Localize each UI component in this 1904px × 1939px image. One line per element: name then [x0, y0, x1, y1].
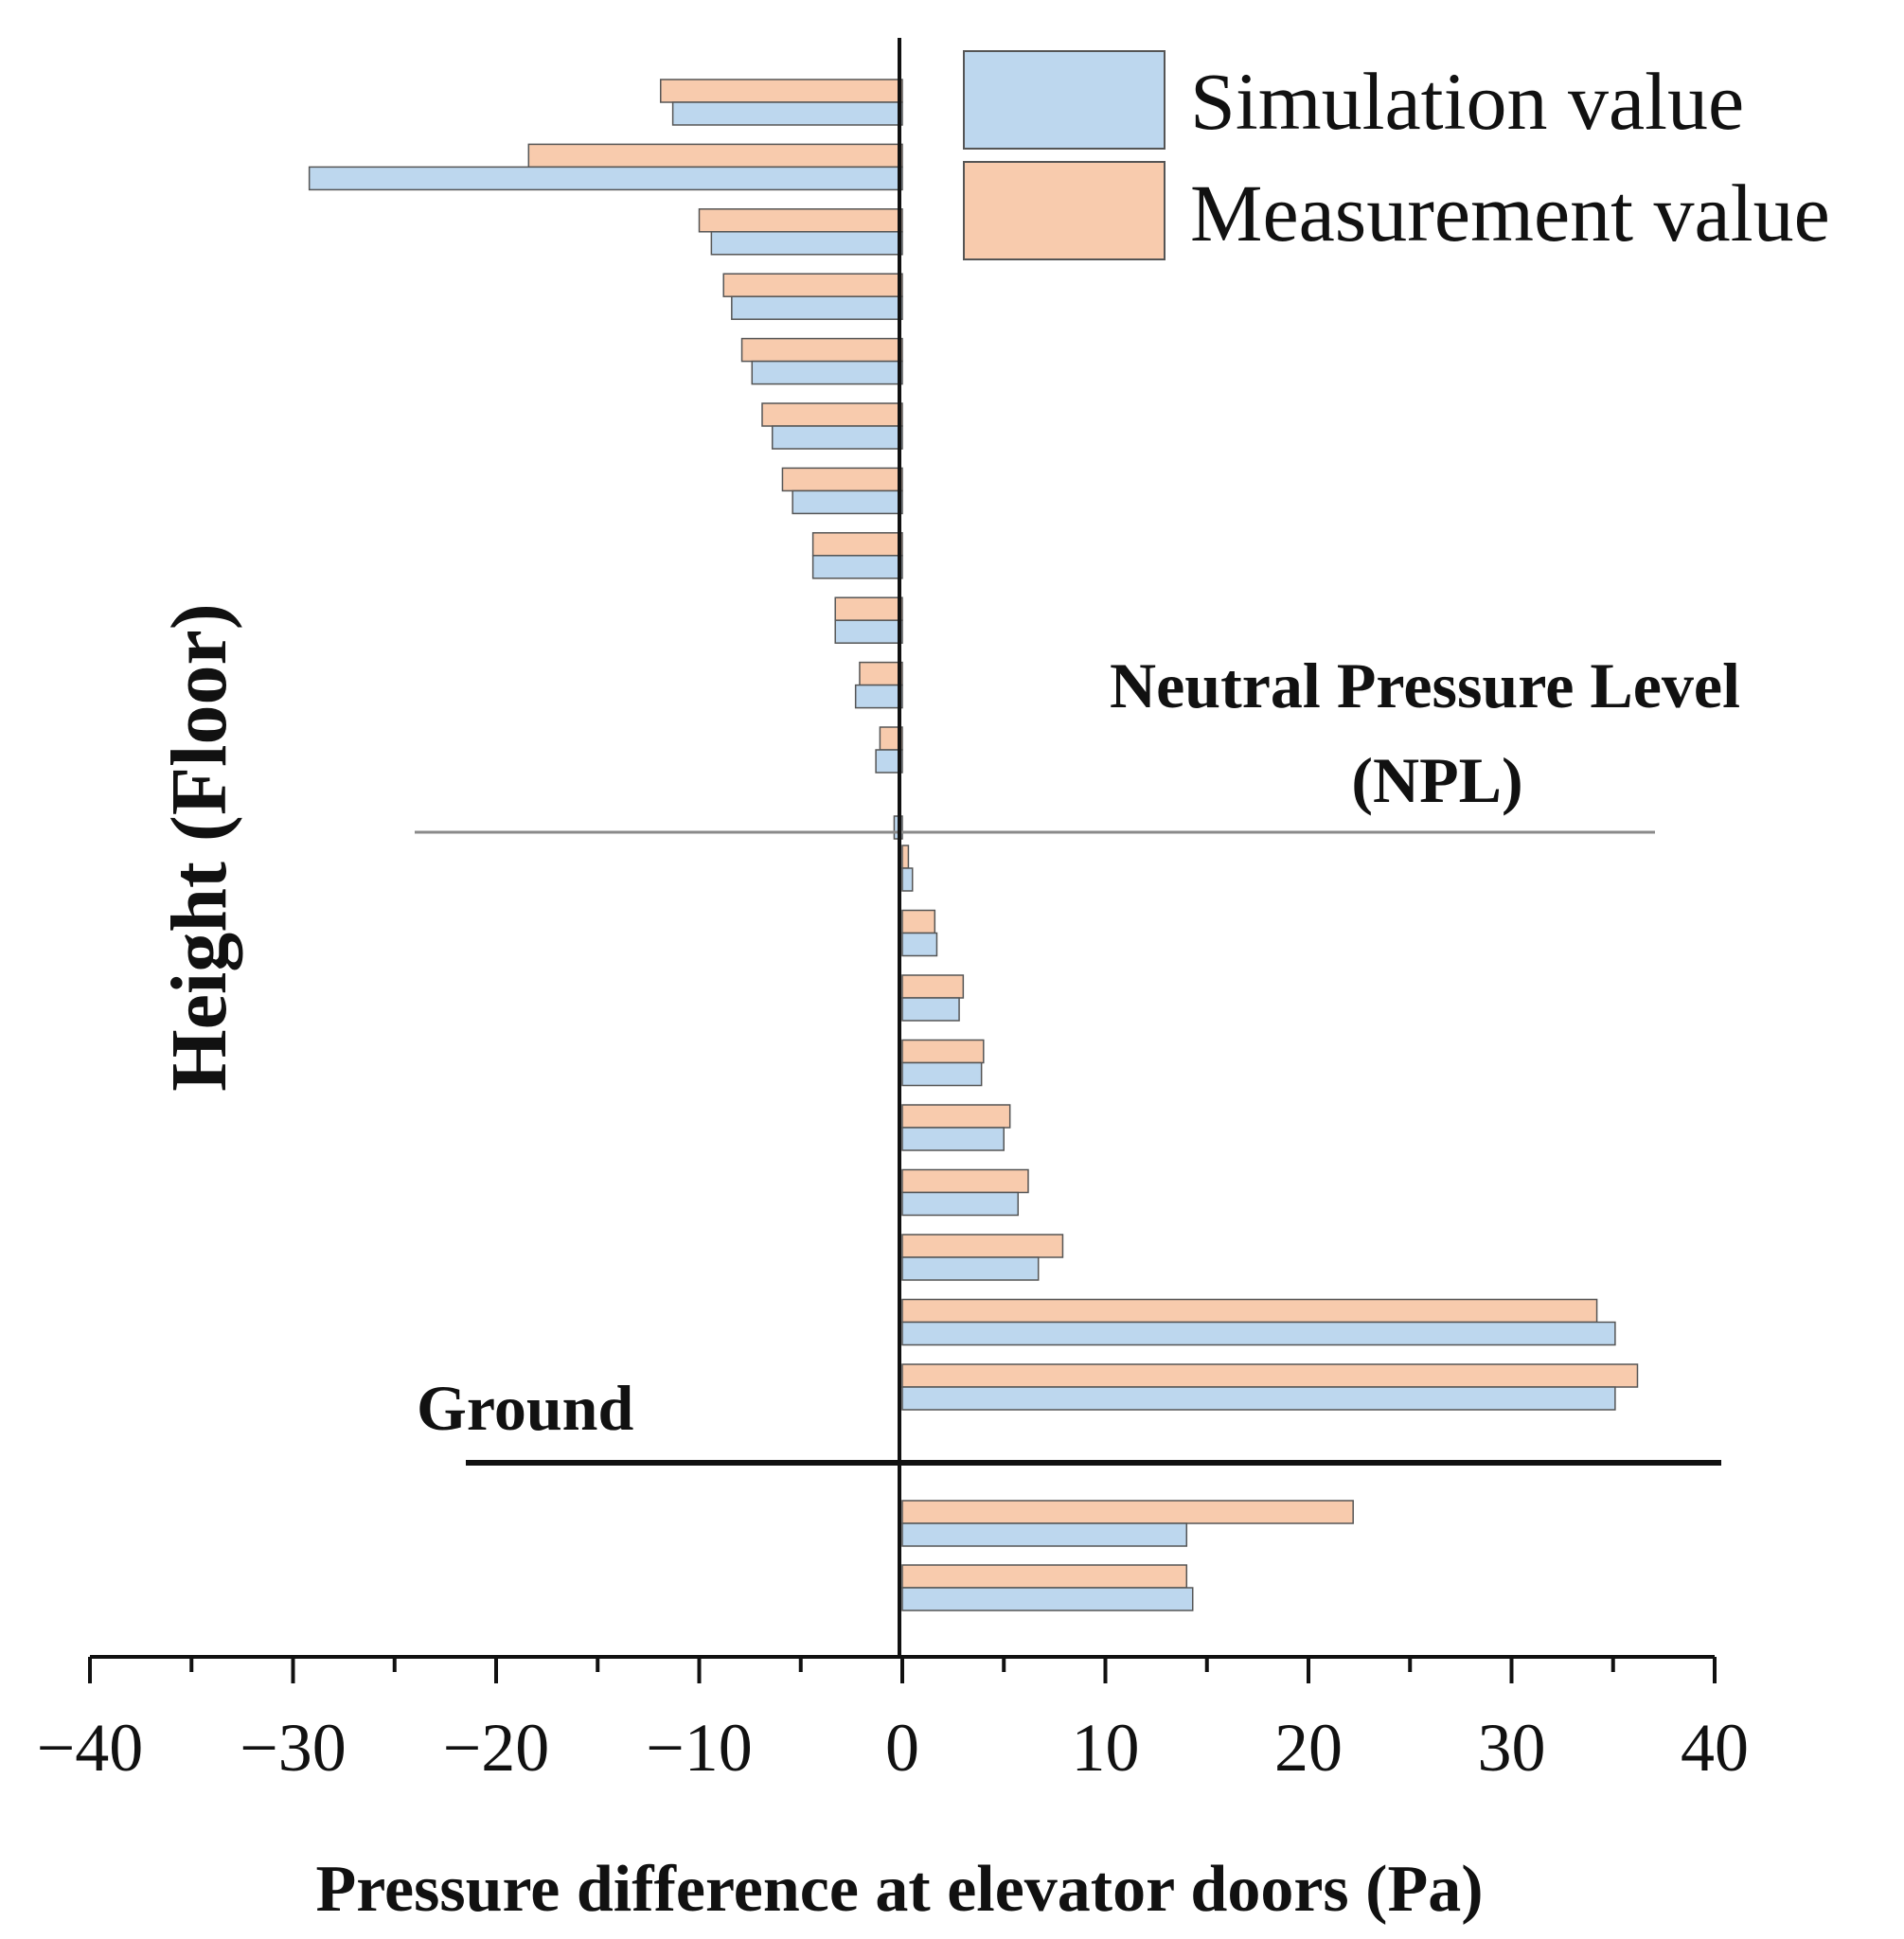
- bar-simulation-20: [901, 1321, 1616, 1346]
- x-tick-label: −10: [646, 1710, 753, 1786]
- bar-measurement-22: [901, 1500, 1354, 1524]
- x-tick-label: 30: [1478, 1710, 1546, 1786]
- legend-label-measurement: Measurement value: [1190, 168, 1830, 258]
- bar-simulation-16: [901, 1061, 983, 1087]
- x-tick-label: 0: [885, 1710, 919, 1786]
- bar-simulation-21: [901, 1386, 1616, 1411]
- legend-swatch-simulation: [963, 50, 1166, 150]
- bar-simulation-13: [901, 867, 914, 892]
- bar-measurement-17: [901, 1104, 1011, 1129]
- y-axis-title: Height (Floor): [155, 603, 243, 1092]
- bar-measurement-18: [901, 1168, 1029, 1194]
- npl-annotation-line2: (NPL): [1351, 744, 1522, 816]
- bar-simulation-3: [710, 231, 903, 256]
- x-axis-title: Pressure difference at elevator doors (P…: [315, 1853, 1483, 1926]
- bar-simulation-7: [792, 489, 903, 515]
- bar-simulation-1: [671, 101, 903, 126]
- legend: Simulation value Measurement value: [963, 50, 1830, 260]
- legend-label-simulation: Simulation value: [1190, 56, 1744, 147]
- bar-measurement-2: [527, 143, 903, 169]
- bar-simulation-23: [901, 1587, 1194, 1611]
- npl-annotation-line1: Neutral Pressure Level: [1110, 649, 1740, 721]
- bar-measurement-9: [834, 596, 903, 621]
- bar-simulation-2: [308, 166, 903, 191]
- bar-simulation-8: [811, 555, 903, 579]
- bar-measurement-8: [811, 532, 903, 557]
- bar-simulation-19: [901, 1256, 1040, 1281]
- bar-simulation-4: [731, 295, 903, 320]
- bar-measurement-5: [740, 337, 903, 363]
- bar-measurement-14: [901, 909, 936, 934]
- bar-simulation-15: [901, 997, 960, 1022]
- bar-measurement-23: [901, 1564, 1188, 1589]
- bar-simulation-14: [901, 932, 938, 957]
- bar-simulation-22: [901, 1522, 1188, 1547]
- bar-measurement-15: [901, 974, 965, 999]
- x-tick-label: −20: [443, 1710, 550, 1786]
- bar-measurement-20: [901, 1298, 1598, 1324]
- x-tick-label: 40: [1681, 1710, 1749, 1786]
- bars-group: [308, 79, 1639, 1611]
- bar-measurement-1: [659, 79, 903, 103]
- x-tick-label: −40: [37, 1710, 144, 1786]
- bar-simulation-6: [771, 425, 903, 450]
- bar-measurement-13: [901, 845, 910, 869]
- legend-swatch-measurement: [963, 161, 1166, 260]
- bar-measurement-10: [859, 661, 903, 686]
- bar-measurement-19: [901, 1234, 1064, 1258]
- x-tick-label: −30: [240, 1710, 347, 1786]
- bar-measurement-3: [698, 208, 903, 233]
- x-ticks-group: −40 −30 −20 −10 0 10 20 30 40: [37, 1657, 1749, 1786]
- bar-simulation-10: [854, 684, 903, 709]
- bar-simulation-18: [901, 1191, 1020, 1217]
- bar-measurement-6: [761, 402, 903, 427]
- bar-simulation-17: [901, 1127, 1005, 1151]
- x-tick-label: 20: [1274, 1710, 1343, 1786]
- x-tick-label: 10: [1072, 1710, 1140, 1786]
- bar-simulation-9: [834, 619, 903, 644]
- bar-measurement-4: [722, 273, 903, 297]
- bar-measurement-7: [781, 467, 903, 492]
- ground-annotation: Ground: [417, 1372, 633, 1444]
- bar-measurement-21: [901, 1363, 1639, 1388]
- bar-simulation-5: [751, 360, 903, 385]
- bar-measurement-16: [901, 1039, 985, 1064]
